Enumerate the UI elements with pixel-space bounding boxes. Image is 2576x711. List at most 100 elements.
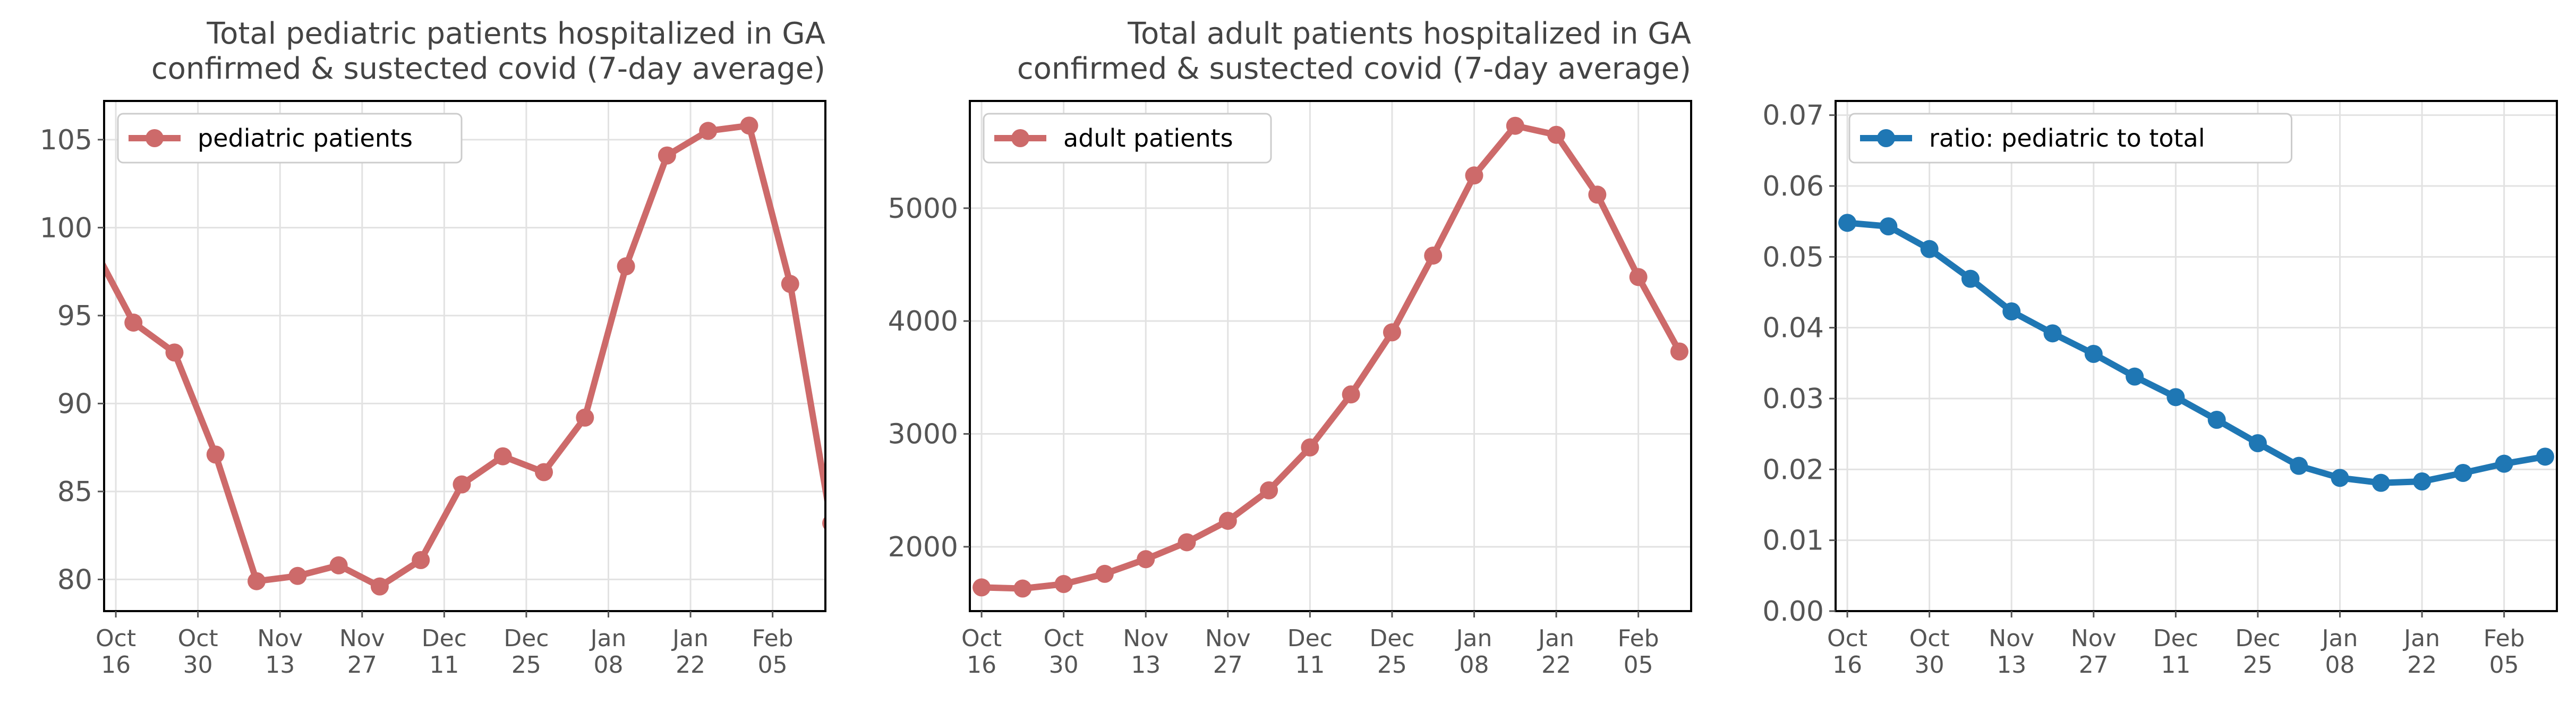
data-point-7: [329, 556, 348, 574]
x-tick-label: Feb 05: [2484, 625, 2525, 679]
x-tick-label: Nov 13: [1123, 625, 1168, 679]
y-tick-label: 0.02: [1762, 454, 1824, 486]
data-point-9: [1301, 438, 1319, 457]
y-tick-label: 95: [57, 300, 92, 332]
data-point-14: [617, 257, 635, 276]
chart-panel-3: 0.00 0.01 0.02 0.03 0.04 0.05 0.06 0.07 Oct 16 Oct…: [1762, 100, 2558, 679]
plot-frame: [103, 100, 826, 612]
data-point-18: [1670, 342, 1688, 361]
data-point-3: [165, 343, 184, 362]
series-1: [1838, 214, 2554, 492]
data-point-18: [2536, 447, 2554, 466]
x-tick-label: Feb 05: [1618, 625, 1659, 679]
data-point-2: [1013, 579, 1032, 598]
y-tick-label: 0.03: [1762, 383, 1824, 415]
data-point-15: [658, 146, 676, 165]
data-point-13: [576, 408, 594, 427]
data-point-16: [699, 122, 718, 140]
data-point-17: [740, 116, 758, 135]
data-point-7: [1218, 512, 1237, 530]
legend-label: ratio: pediatric to total: [1929, 124, 2205, 153]
data-point-9: [412, 551, 430, 569]
data-point-17: [1629, 268, 1648, 286]
data-point-9: [2166, 388, 2185, 407]
data-point-14: [2372, 473, 2390, 492]
x-tick-label: Dec 11: [2153, 625, 2198, 679]
series-1: [973, 116, 1688, 598]
x-tick-label: Dec 25: [504, 625, 549, 679]
data-point-7: [2084, 345, 2103, 363]
data-point-3: [1054, 575, 1073, 594]
chart-panel-2: 2000 3000 4000 5000 Oct 16 Oct 30 Nov 13 Nov 27 Dec 1…: [888, 16, 1692, 679]
y-tick-label: 5000: [888, 193, 958, 225]
legend-marker: [146, 129, 164, 147]
x-tick-label: Jan 08: [589, 625, 627, 679]
data-point-11: [2248, 434, 2267, 452]
data-point-6: [1178, 533, 1196, 552]
x-tick-label: Feb 05: [752, 625, 794, 679]
y-tick-label: 85: [57, 476, 92, 508]
y-tick-label: 2000: [888, 531, 958, 563]
data-point-4: [206, 445, 225, 464]
x-tick-label: Dec 25: [1369, 625, 1414, 679]
x-tick-label: Oct 16: [96, 625, 136, 679]
y-tick-label: 105: [40, 124, 92, 156]
data-point-2: [124, 314, 143, 332]
legend-label: adult patients: [1063, 124, 1233, 153]
data-point-2: [1879, 217, 1898, 235]
x-tick-label: Oct 30: [1909, 625, 1950, 679]
y-tick-label: 0.06: [1762, 171, 1824, 202]
x-tick-label: Jan 08: [2321, 625, 2358, 679]
x-tick-label: Nov 27: [339, 625, 385, 679]
y-tick-label: 0.01: [1762, 525, 1824, 557]
data-point-16: [1588, 185, 1607, 204]
data-point-13: [1465, 166, 1483, 185]
data-point-10: [453, 475, 471, 494]
data-point-10: [1342, 385, 1360, 404]
x-tick-label: Dec 11: [1287, 625, 1333, 679]
data-point-14: [1506, 116, 1524, 135]
data-point-8: [1260, 481, 1278, 500]
data-point-12: [535, 463, 553, 481]
x-tick-label: Dec 11: [422, 625, 467, 679]
legend-box: [983, 113, 1272, 164]
series-1: [104, 116, 825, 596]
data-point-1: [1838, 214, 1857, 232]
x-tick-label: Jan 22: [2402, 625, 2440, 679]
legend: adult patients: [983, 113, 1272, 164]
data-point-10: [2207, 411, 2226, 429]
data-point-1: [973, 578, 991, 597]
data-point-12: [1424, 246, 1443, 265]
data-point-5: [1137, 550, 1155, 569]
x-tick-label: Oct 16: [1827, 625, 1867, 679]
data-point-8: [2126, 367, 2144, 386]
data-point-5: [248, 572, 266, 590]
legend: pediatric patients: [117, 113, 463, 164]
data-point-4: [1095, 564, 1114, 583]
x-tick-label: Jan 22: [671, 625, 709, 679]
data-point-5: [2002, 302, 2021, 320]
data-point-11: [1383, 323, 1401, 342]
data-point-6: [288, 566, 307, 585]
x-tick-label: Oct 16: [961, 625, 1002, 679]
x-tick-label: Nov 27: [2071, 625, 2117, 679]
plot-frame: [1835, 100, 2558, 612]
x-tick-label: Nov 27: [1205, 625, 1251, 679]
legend-marker: [1877, 129, 1895, 147]
legend-box: [117, 113, 463, 164]
x-tick-label: Oct 30: [1044, 625, 1084, 679]
y-tick-label: 90: [57, 388, 92, 420]
x-tick-label: Nov 13: [257, 625, 303, 679]
x-tick-label: Jan 08: [1455, 625, 1492, 679]
y-tick-label: 3000: [888, 419, 958, 451]
legend-marker: [1011, 129, 1029, 147]
y-tick-label: 0.07: [1762, 100, 1824, 132]
x-tick-label: Oct 30: [178, 625, 218, 679]
y-tick-label: 80: [57, 564, 92, 596]
data-point-18: [781, 275, 799, 293]
data-point-8: [370, 577, 389, 596]
data-point-12: [2290, 456, 2308, 475]
data-point-13: [2331, 469, 2349, 487]
data-point-17: [2495, 454, 2513, 473]
